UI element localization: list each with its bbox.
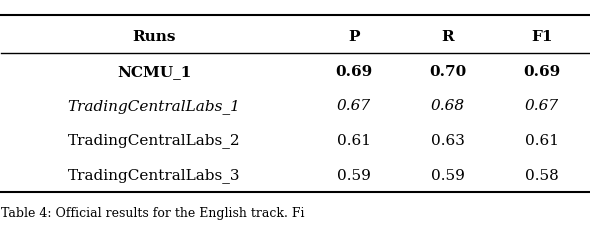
Text: 0.70: 0.70 xyxy=(429,64,466,78)
Text: TradingCentralLabs_2: TradingCentralLabs_2 xyxy=(68,133,240,148)
Text: F1: F1 xyxy=(531,30,552,44)
Text: Runs: Runs xyxy=(132,30,176,44)
Text: 0.63: 0.63 xyxy=(431,133,464,147)
Text: 0.67: 0.67 xyxy=(525,99,559,113)
Text: 0.67: 0.67 xyxy=(337,99,371,113)
Text: P: P xyxy=(348,30,359,44)
Text: NCMU_1: NCMU_1 xyxy=(117,64,191,78)
Text: 0.59: 0.59 xyxy=(337,168,371,182)
Text: 0.68: 0.68 xyxy=(431,99,465,113)
Text: 0.58: 0.58 xyxy=(525,168,559,182)
Text: 0.61: 0.61 xyxy=(337,133,371,147)
Text: TradingCentralLabs_3: TradingCentralLabs_3 xyxy=(68,167,240,182)
Text: Table 4: Official results for the English track. Fi: Table 4: Official results for the Englis… xyxy=(1,206,305,219)
Text: 0.59: 0.59 xyxy=(431,168,464,182)
Text: 0.61: 0.61 xyxy=(525,133,559,147)
Text: 0.69: 0.69 xyxy=(523,64,560,78)
Text: R: R xyxy=(441,30,454,44)
Text: TradingCentralLabs_1: TradingCentralLabs_1 xyxy=(68,98,241,113)
Text: 0.69: 0.69 xyxy=(335,64,372,78)
